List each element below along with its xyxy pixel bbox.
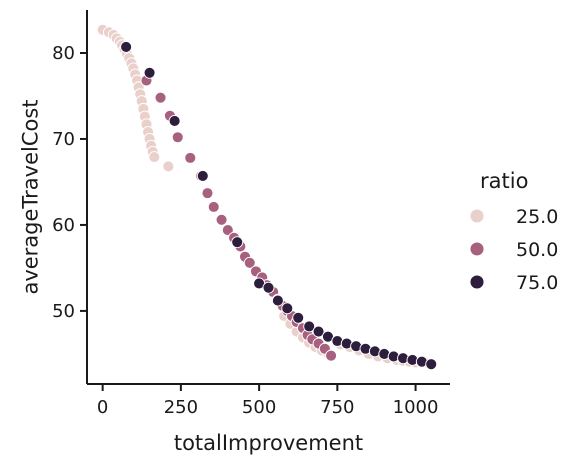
x-tick-label: 500: [242, 397, 276, 418]
legend-label: 75.0: [516, 272, 558, 294]
axes: 0 250 500 750 1000 50 60 70 80 totalImprovement…: [18, 10, 450, 455]
data-point: [312, 325, 325, 338]
data-point: [120, 41, 133, 53]
x-tick-label: 750: [320, 397, 354, 418]
x-tick-label: 250: [164, 397, 198, 418]
y-tick-label: 80: [52, 43, 75, 64]
legend-label: 50.0: [516, 239, 558, 261]
points-layer: [96, 23, 438, 371]
legend: ratio 25.0 50.0 75.0: [469, 169, 558, 294]
data-point: [425, 358, 438, 371]
data-point: [221, 224, 234, 237]
x-axis-ticks: 0 250 500 750 1000: [97, 384, 439, 418]
data-point: [303, 320, 316, 333]
data-point: [171, 131, 184, 144]
data-point: [292, 311, 305, 324]
x-axis-label: totalImprovement: [174, 431, 363, 455]
legend-marker: [469, 274, 485, 290]
data-point: [168, 114, 181, 127]
y-tick-label: 50: [52, 301, 75, 322]
data-point: [162, 160, 175, 173]
data-point: [143, 66, 156, 79]
data-point: [231, 236, 244, 249]
legend-items: 25.0 50.0 75.0: [469, 206, 558, 294]
data-point: [207, 200, 220, 213]
x-tick-label: 0: [97, 397, 108, 418]
data-point: [148, 151, 161, 163]
data-point: [243, 256, 256, 269]
data-point: [271, 294, 284, 307]
data-point: [154, 91, 167, 104]
data-point: [184, 151, 197, 164]
legend-title: ratio: [480, 169, 528, 193]
legend-label: 25.0: [516, 206, 558, 228]
legend-marker: [469, 208, 485, 224]
data-point: [201, 187, 214, 200]
data-point: [262, 281, 275, 294]
x-tick-label: 1000: [393, 397, 439, 418]
y-axis-ticks: 50 60 70 80: [52, 43, 87, 322]
legend-marker: [469, 241, 485, 257]
data-point: [281, 302, 294, 315]
y-tick-label: 70: [52, 129, 75, 150]
data-point: [215, 213, 228, 226]
y-tick-label: 60: [52, 215, 75, 236]
y-axis-label: averageTravelCost: [18, 99, 42, 294]
data-point: [196, 169, 209, 182]
data-point: [325, 349, 338, 362]
